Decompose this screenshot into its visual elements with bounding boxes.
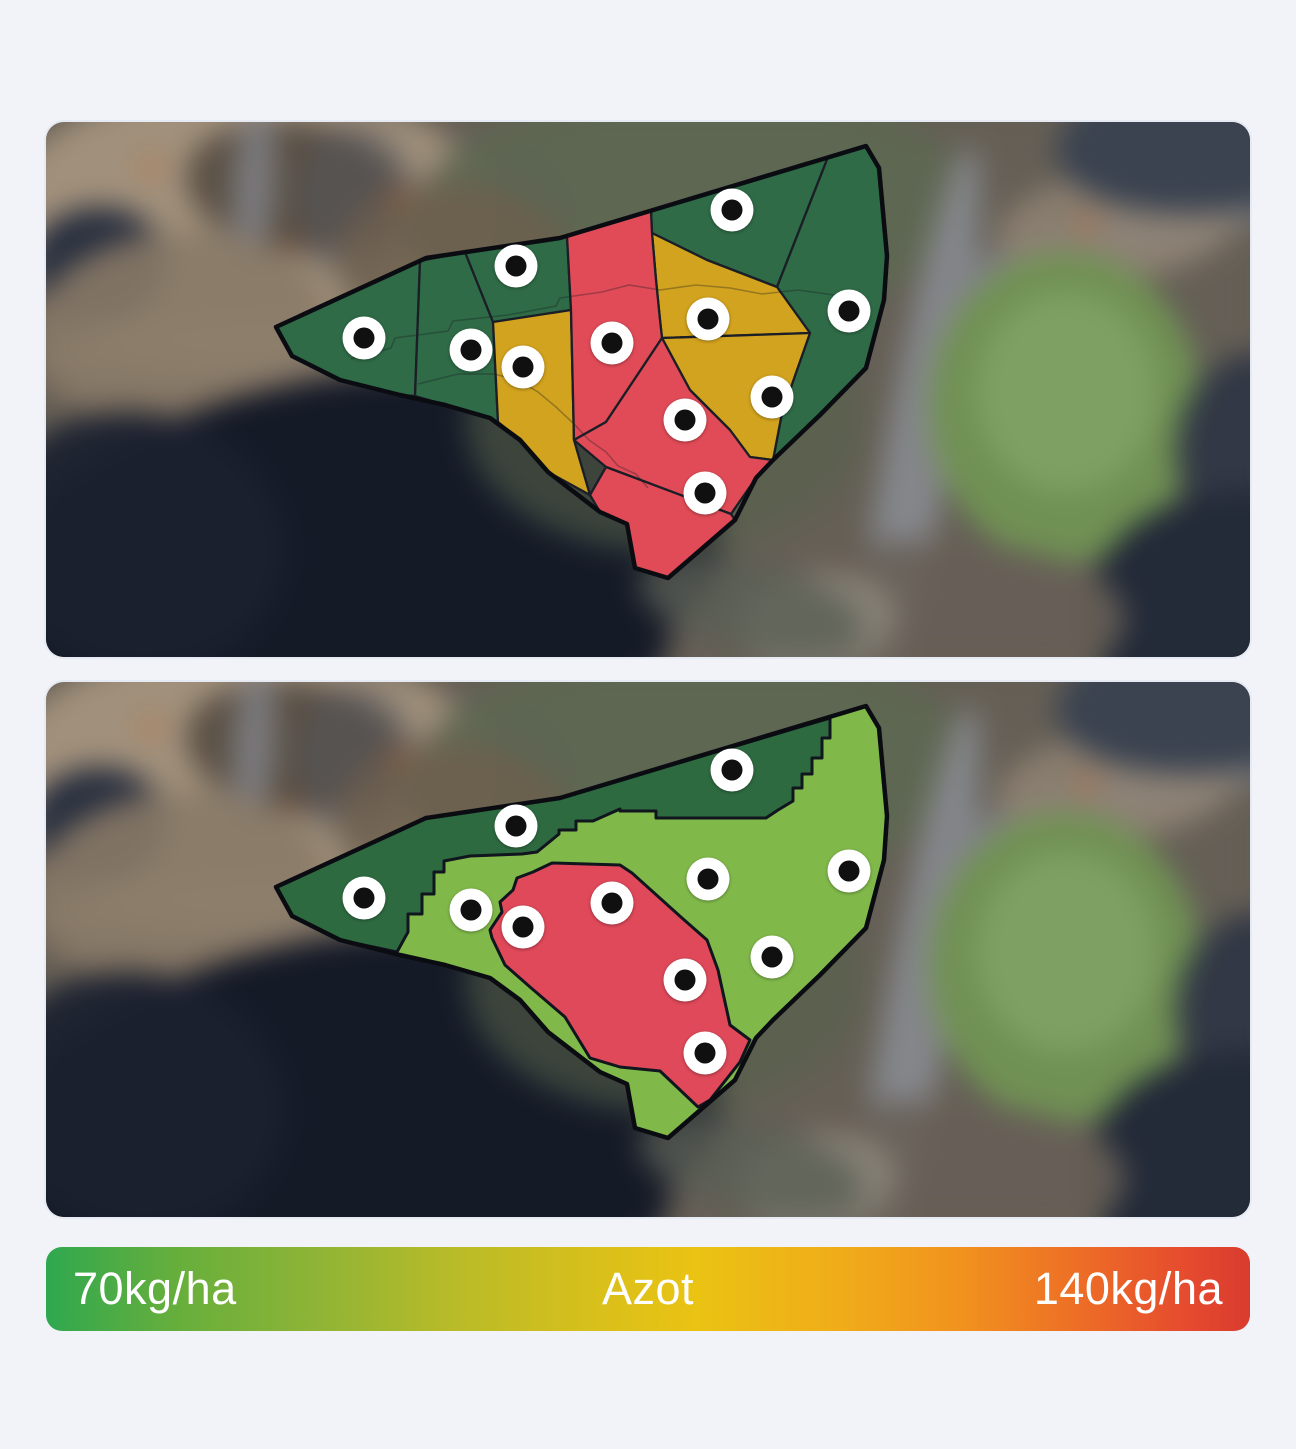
satellite-blob <box>976 292 1156 492</box>
sample-point-core <box>601 892 623 914</box>
sample-point-marker[interactable] <box>590 321 634 365</box>
field-outline <box>273 703 890 1141</box>
map-panel-prescription[interactable] <box>46 682 1250 1217</box>
sample-point-core <box>721 199 743 221</box>
sample-point-marker[interactable] <box>750 375 794 419</box>
sample-point-core <box>674 409 696 431</box>
sample-point-core <box>460 899 482 921</box>
map-panel-zones[interactable] <box>46 122 1250 657</box>
sample-point-core <box>674 969 696 991</box>
sample-point-marker[interactable] <box>750 935 794 979</box>
sample-point-marker[interactable] <box>590 881 634 925</box>
field-outline <box>273 143 890 581</box>
page: 70kg/ha Azot 140kg/ha <box>46 122 1250 1331</box>
field-zones-overlay <box>273 143 890 581</box>
sample-point-marker[interactable] <box>686 297 730 341</box>
sample-point-core <box>512 916 534 938</box>
sample-point-marker[interactable] <box>710 748 754 792</box>
field-zone-dark_green2[interactable] <box>274 716 832 954</box>
sample-point-core <box>697 868 719 890</box>
sample-point-core <box>697 308 719 330</box>
sample-point-marker[interactable] <box>663 398 707 442</box>
satellite-blob <box>142 720 160 735</box>
sample-point-marker[interactable] <box>827 289 871 333</box>
sample-point-core <box>505 255 527 277</box>
satellite-blob <box>976 852 1156 1052</box>
sample-point-core <box>761 946 783 968</box>
sample-point-marker[interactable] <box>449 888 493 932</box>
satellite-blob <box>142 160 160 175</box>
sample-point-marker[interactable] <box>342 316 386 360</box>
legend-gradient-bar: 70kg/ha Azot 140kg/ha <box>46 1247 1250 1331</box>
sample-point-core <box>838 300 860 322</box>
satellite-blob <box>284 238 296 249</box>
sample-point-marker[interactable] <box>827 849 871 893</box>
contour-line <box>350 284 835 360</box>
satellite-blob <box>1076 217 1096 233</box>
sample-point-core <box>505 815 527 837</box>
sample-point-core <box>460 339 482 361</box>
sample-point-core <box>838 860 860 882</box>
sample-point-core <box>694 1042 716 1064</box>
sample-point-marker[interactable] <box>501 345 545 389</box>
sample-point-marker[interactable] <box>342 876 386 920</box>
sample-point-core <box>721 759 743 781</box>
sample-point-marker[interactable] <box>663 958 707 1002</box>
sample-point-marker[interactable] <box>494 804 538 848</box>
sample-point-core <box>694 482 716 504</box>
satellite-blob <box>390 192 406 205</box>
field-prescription-overlay <box>273 703 890 1141</box>
sample-point-core <box>512 356 534 378</box>
contour-line <box>417 373 649 489</box>
sample-point-marker[interactable] <box>494 244 538 288</box>
satellite-blob <box>284 798 296 809</box>
sample-point-marker[interactable] <box>449 328 493 372</box>
sample-point-marker[interactable] <box>710 188 754 232</box>
sample-point-core <box>353 887 375 909</box>
sample-point-marker[interactable] <box>683 1031 727 1075</box>
sample-point-marker[interactable] <box>683 471 727 515</box>
satellite-blob <box>1076 777 1096 793</box>
sample-point-core <box>601 332 623 354</box>
legend-min-label: 70kg/ha <box>73 1263 237 1314</box>
satellite-blob <box>390 752 406 765</box>
sample-point-marker[interactable] <box>501 905 545 949</box>
sample-point-marker[interactable] <box>686 857 730 901</box>
sample-point-core <box>761 386 783 408</box>
sample-point-core <box>353 327 375 349</box>
legend-max-label: 140kg/ha <box>1033 1263 1223 1314</box>
legend-title: Azot <box>601 1263 695 1314</box>
